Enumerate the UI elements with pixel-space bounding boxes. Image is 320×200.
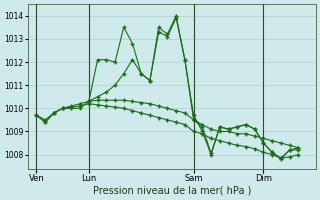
X-axis label: Pression niveau de la mer( hPa ): Pression niveau de la mer( hPa ) <box>92 186 251 196</box>
